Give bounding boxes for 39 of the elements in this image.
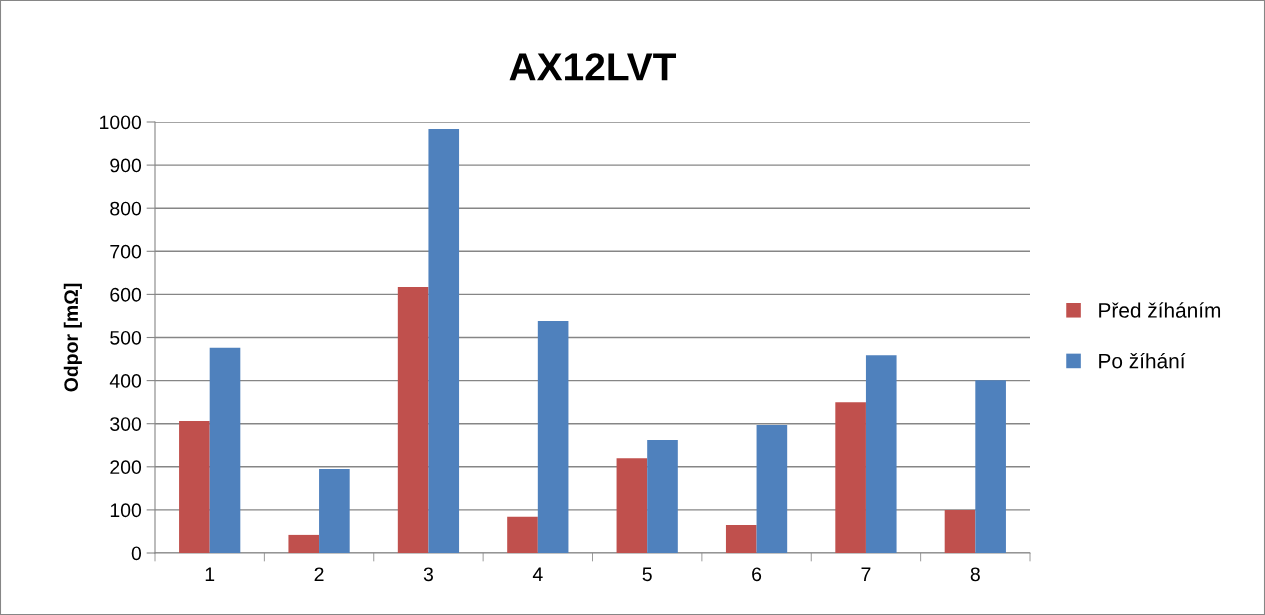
y-tick-label: 500 <box>110 330 142 345</box>
y-axis-title: Odpor [mΩ] <box>63 283 82 392</box>
bar <box>319 468 350 553</box>
bar <box>835 402 866 553</box>
x-tick-label: 6 <box>752 567 762 582</box>
y-tick-label: 600 <box>110 287 142 302</box>
x-tick-label: 3 <box>423 567 433 582</box>
legend-label: Před žíháním <box>1099 302 1221 318</box>
legend-label: Po žíhání <box>1099 352 1186 369</box>
bar <box>507 516 538 553</box>
y-tick-label: 0 <box>131 546 142 561</box>
bar <box>288 534 320 553</box>
y-tick-label: 1000 <box>100 115 142 130</box>
x-tick-label: 5 <box>642 567 652 582</box>
bar <box>209 347 241 553</box>
bar <box>865 355 897 553</box>
y-tick-label: 200 <box>110 460 142 475</box>
x-tick-label: 7 <box>861 567 871 581</box>
chart-title: AX12LVT <box>509 53 677 81</box>
bar <box>756 424 788 553</box>
y-tick-label: 700 <box>110 244 142 259</box>
x-tick-label: 2 <box>314 567 324 581</box>
x-tick-label: 8 <box>970 567 980 582</box>
bar <box>537 321 569 553</box>
x-tick-label: 1 <box>205 567 215 581</box>
bar <box>647 440 678 553</box>
y-tick-label: 400 <box>109 374 142 388</box>
bar <box>725 524 757 553</box>
bar <box>397 287 429 553</box>
bar <box>179 421 210 553</box>
bar <box>428 128 460 553</box>
bar <box>975 380 1006 553</box>
y-tick-label: 900 <box>110 158 142 173</box>
y-tick-label: 100 <box>110 503 142 518</box>
y-tick-label: 800 <box>110 201 142 216</box>
x-tick-label: 4 <box>532 567 543 581</box>
y-tick-label: 300 <box>110 417 142 431</box>
bar <box>616 458 648 553</box>
bar <box>944 509 976 553</box>
